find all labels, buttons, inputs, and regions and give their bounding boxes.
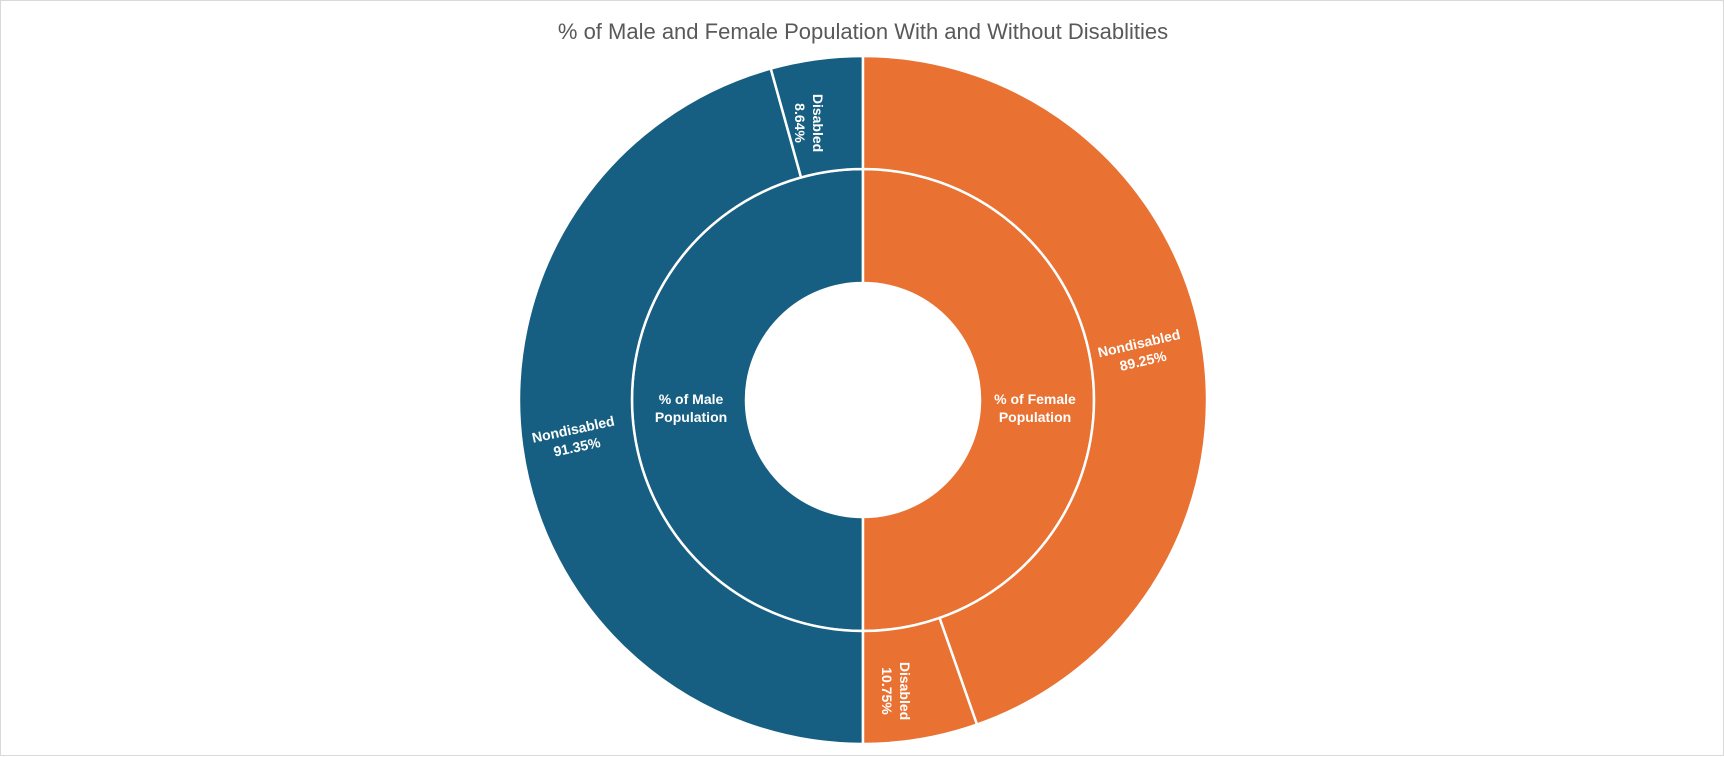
segment-female-nondisabled (861, 54, 1209, 727)
label-male-population: % of Male Population (655, 391, 727, 425)
label-female-disabled-line: 10.75% (879, 667, 895, 715)
label-male-population-line: Population (655, 409, 727, 425)
label-female-disabled: Disabled10.75% (879, 662, 913, 720)
segment-female-disabled (861, 616, 979, 746)
label-female-population-line: Population (999, 409, 1071, 425)
segment-male-nondisabled (517, 67, 865, 746)
label-male-population-line: % of Male (659, 391, 724, 407)
chart-title: % of Male and Female Population With and… (558, 19, 1168, 44)
label-male-disabled-line: Disabled (810, 94, 826, 152)
label-male-disabled-line: 8.64% (792, 103, 808, 143)
label-female-population: % of Female Population (994, 391, 1076, 425)
label-female-disabled-line: Disabled (897, 662, 913, 720)
label-female-population-line: % of Female (994, 391, 1076, 407)
label-male-disabled: Disabled8.64% (792, 94, 826, 152)
